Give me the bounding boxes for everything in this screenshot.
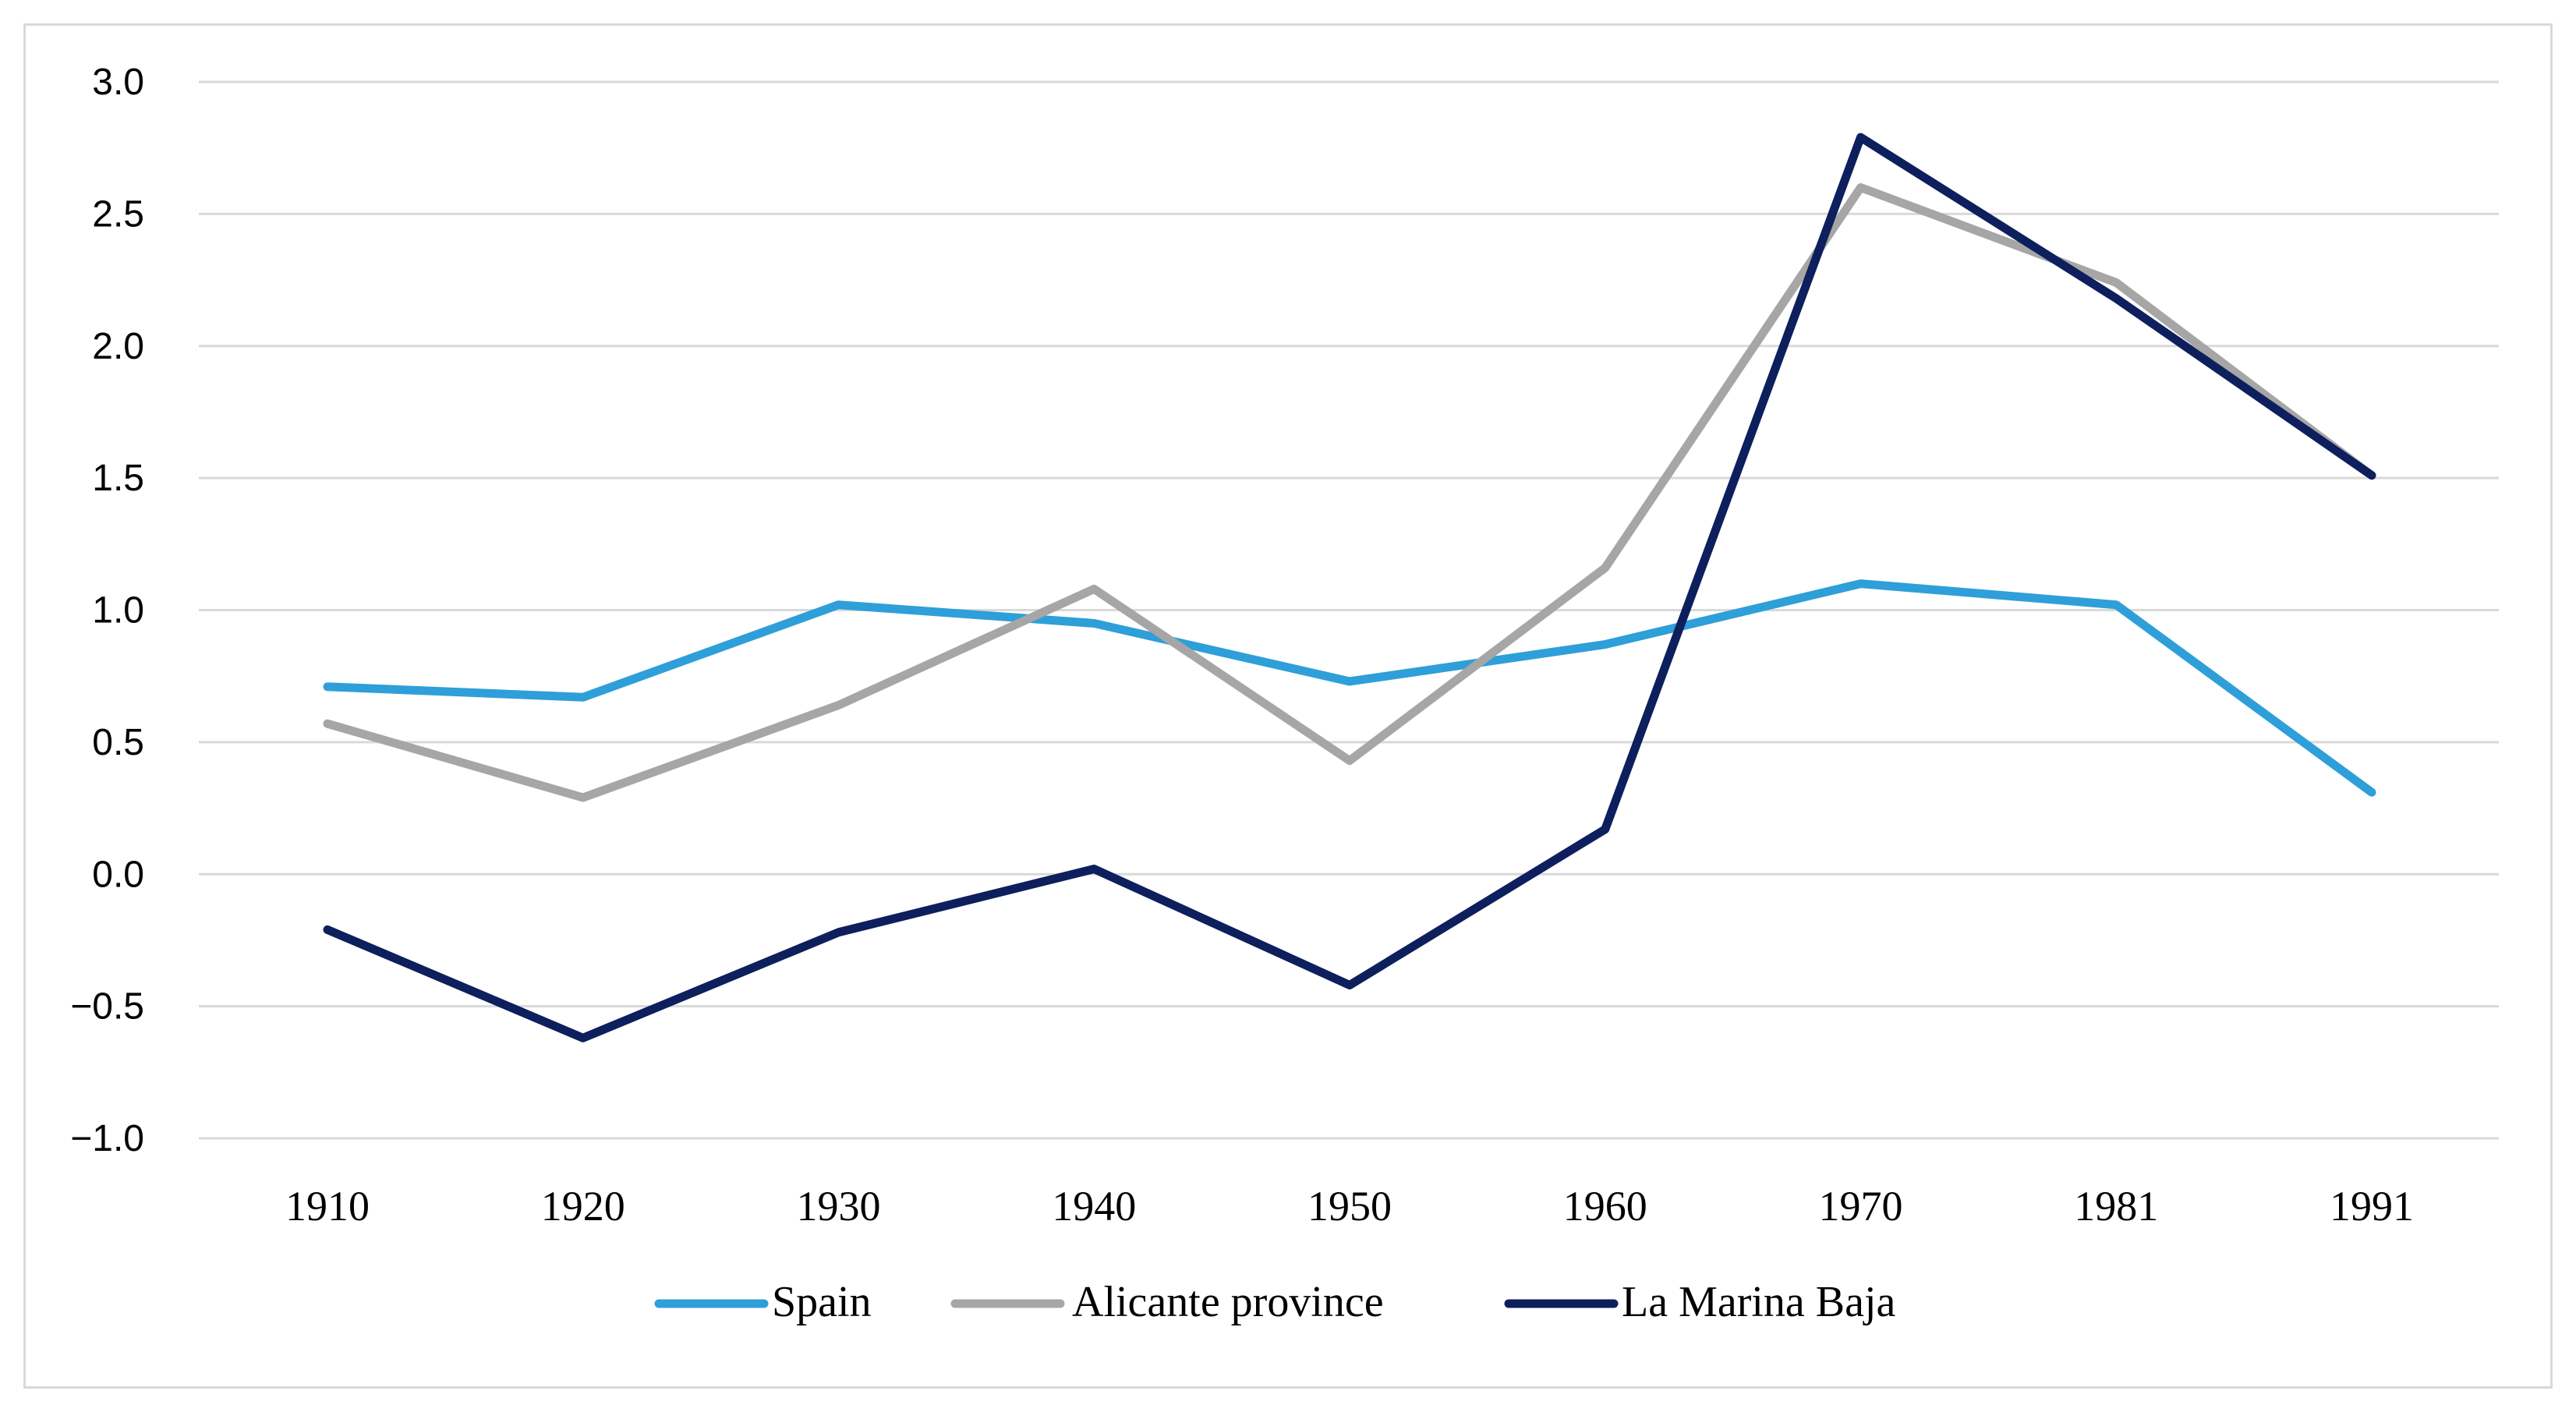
- chart-frame: [23, 23, 2553, 1389]
- y-tick-label: 0.5: [92, 722, 144, 763]
- gridlines: [199, 80, 2499, 1140]
- y-tick-label: 1.5: [92, 458, 144, 499]
- y-tick-label: 2.5: [92, 193, 144, 235]
- y-tick-label: 1.0: [92, 590, 144, 632]
- y-tick-label: 0.0: [92, 854, 144, 895]
- x-tick-label: 1970: [1819, 1183, 1903, 1230]
- x-tick-label: 1930: [797, 1183, 881, 1230]
- y-axis-ticks: 3.0 2.5 2.0 1.5 1.0 0.5 0.0 −0.5 −1.0: [70, 62, 144, 1159]
- series-line-la-marina-baja: [323, 133, 2376, 1042]
- x-tick-label: 1910: [285, 1183, 370, 1230]
- legend: Spain Alicante province La Marina Baja: [654, 1278, 1896, 1326]
- x-tick-label: 1940: [1052, 1183, 1136, 1230]
- y-tick-label: 3.0: [92, 62, 144, 103]
- x-axis-ticks: 1910 1920 1930 1940 1950 1960 1970 1981 1991: [285, 1183, 2414, 1230]
- y-tick-label: 2.0: [92, 326, 144, 367]
- y-tick-label: −1.0: [70, 1118, 144, 1159]
- x-tick-label: 1981: [2074, 1183, 2158, 1230]
- legend-label: La Marina Baja: [1622, 1278, 1896, 1326]
- series-line-alicante-province: [323, 183, 2376, 802]
- legend-label: Spain: [772, 1278, 872, 1326]
- legend-label: Alicante province: [1072, 1278, 1384, 1326]
- x-tick-label: 1920: [541, 1183, 625, 1230]
- x-tick-label: 1960: [1563, 1183, 1647, 1230]
- series-line-spain: [323, 579, 2376, 797]
- series-lines: [323, 133, 2376, 1042]
- y-tick-label: −0.5: [70, 986, 144, 1028]
- x-tick-label: 1991: [2330, 1183, 2414, 1230]
- x-tick-label: 1950: [1307, 1183, 1392, 1230]
